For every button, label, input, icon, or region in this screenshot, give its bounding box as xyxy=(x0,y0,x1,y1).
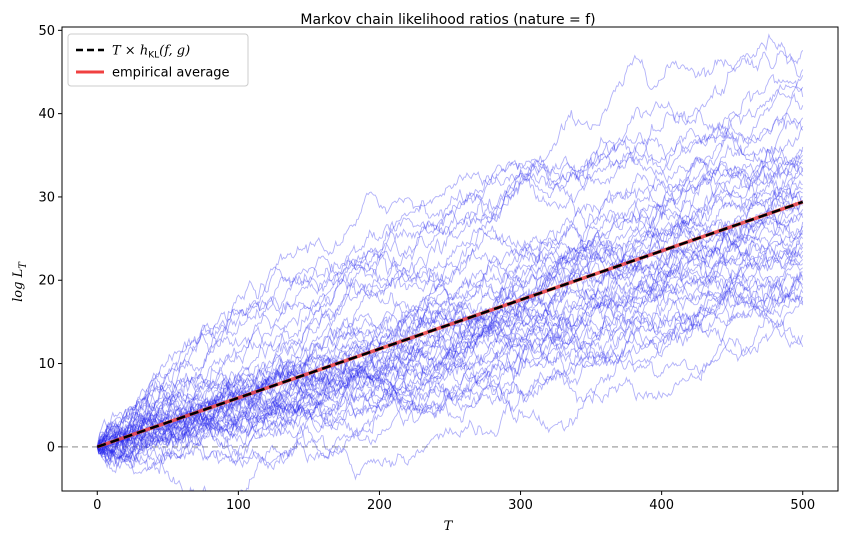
simulated-path xyxy=(96,201,804,453)
mean-lines-layer xyxy=(96,200,804,449)
simulated-path xyxy=(96,213,804,491)
simulated-path xyxy=(97,73,804,452)
theory-kl-line xyxy=(96,200,804,449)
simulated-path xyxy=(96,146,804,448)
simulated-path xyxy=(96,115,804,449)
y-axis-label-main: log L xyxy=(11,269,26,302)
simulated-path xyxy=(96,271,803,447)
simulated-path xyxy=(97,185,803,466)
simulated-path xyxy=(96,280,803,459)
x-tick-label: 200 xyxy=(367,498,392,513)
simulated-path xyxy=(96,156,803,455)
y-tick-label: 50 xyxy=(38,24,55,39)
plot-frame xyxy=(61,26,839,492)
simulated-path xyxy=(96,232,804,468)
simulated-path xyxy=(96,128,804,465)
simulated-path xyxy=(96,207,804,456)
simulated-path xyxy=(97,282,804,448)
simulated-path xyxy=(96,240,804,452)
simulated-path xyxy=(96,209,803,450)
simulated-path xyxy=(97,127,804,463)
y-tick-label: 40 xyxy=(38,107,55,122)
simulated-path xyxy=(96,300,804,465)
simulated-path xyxy=(97,33,804,448)
simulated-path xyxy=(96,85,804,474)
y-tick-label: 10 xyxy=(38,357,55,372)
chart-title: Markov chain likelihood ratios (nature =… xyxy=(300,12,595,28)
simulated-path xyxy=(97,229,804,455)
simulated-path xyxy=(96,225,804,448)
x-tick-label: 0 xyxy=(93,498,101,513)
simulated-path xyxy=(96,255,803,452)
simulated-path xyxy=(96,158,803,455)
simulated-path xyxy=(96,215,804,448)
x-axis-label: T xyxy=(444,519,454,534)
y-tick-label: 30 xyxy=(38,190,55,205)
simulated-path xyxy=(96,200,804,450)
simulated-path xyxy=(96,256,804,456)
y-tick-label: 20 xyxy=(38,274,55,289)
simulated-path xyxy=(96,283,804,481)
simulated-path xyxy=(96,177,803,447)
simulated-path xyxy=(96,299,804,458)
x-tick-label: 100 xyxy=(226,498,251,513)
simulated-path xyxy=(96,164,804,475)
simulated-path xyxy=(96,291,804,454)
simulated-path xyxy=(96,210,804,466)
simulated-path xyxy=(96,143,804,470)
simulated-path xyxy=(97,92,804,457)
x-tick-label: 500 xyxy=(790,498,815,513)
simulated-paths-layer xyxy=(62,33,838,491)
simulated-path xyxy=(96,237,804,450)
simulated-path xyxy=(96,187,803,469)
legend-label: empirical average xyxy=(112,66,230,81)
legend-box xyxy=(67,33,249,87)
simulated-path xyxy=(96,112,804,448)
y-axis-label-sub: T xyxy=(18,261,29,269)
simulated-path xyxy=(97,166,804,457)
simulated-path xyxy=(96,162,804,468)
simulated-path xyxy=(97,271,803,469)
legend: T × hKL(f, g) empirical average xyxy=(67,33,249,87)
x-tick-label: 400 xyxy=(649,498,674,513)
y-tick-label: 0 xyxy=(47,440,55,455)
y-axis-label: log LT xyxy=(11,261,29,302)
simulated-path xyxy=(96,221,804,455)
x-tick-label: 300 xyxy=(508,498,533,513)
simulated-path xyxy=(96,195,803,459)
simulated-path xyxy=(96,75,804,448)
axes-layer: 0 100 200 300 400 500 0 10 20 30 40 50 xyxy=(38,24,839,513)
legend-label: T × hKL(f, g) xyxy=(112,44,190,61)
simulated-path xyxy=(96,148,803,463)
svg-text:log LT: log LT xyxy=(11,261,29,302)
simulated-path xyxy=(96,247,804,448)
simulated-path xyxy=(96,50,804,460)
